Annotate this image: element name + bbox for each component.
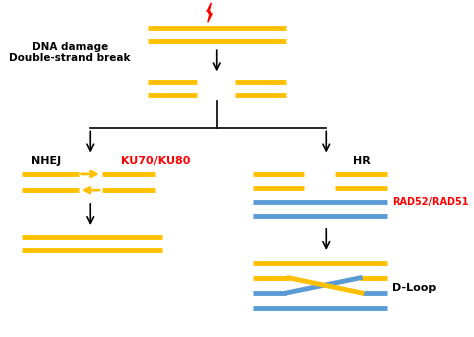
- Text: NHEJ: NHEJ: [31, 156, 61, 166]
- Text: HR: HR: [353, 156, 371, 166]
- Polygon shape: [207, 3, 212, 22]
- Text: RAD52/RAD51: RAD52/RAD51: [392, 197, 469, 207]
- Text: KU70/KU80: KU70/KU80: [121, 156, 191, 166]
- Text: D-Loop: D-Loop: [392, 283, 437, 293]
- Text: DNA damage
Double-strand break: DNA damage Double-strand break: [9, 42, 130, 63]
